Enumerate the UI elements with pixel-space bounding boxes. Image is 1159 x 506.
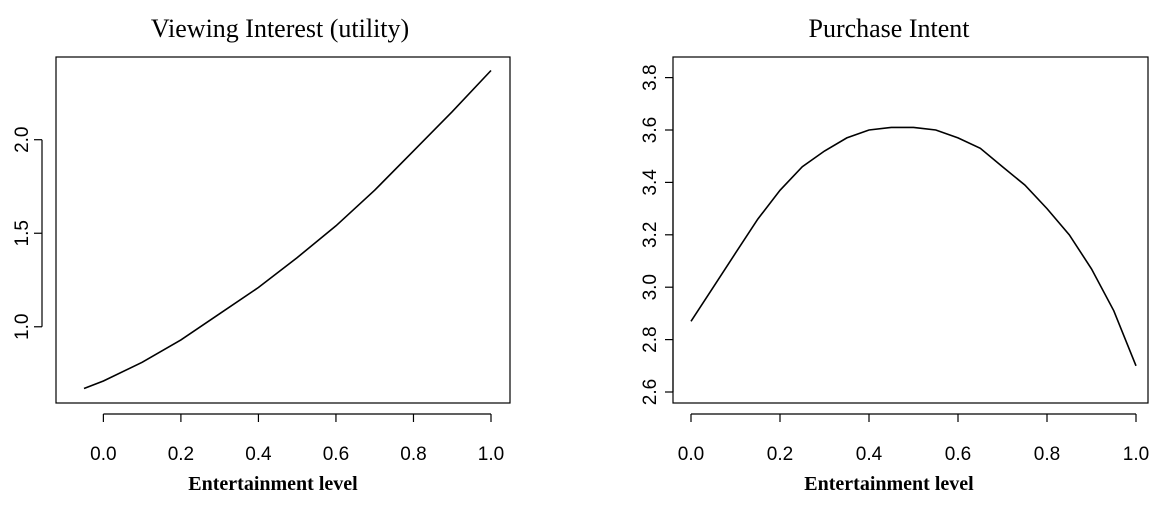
x-tick-label: 0.0 xyxy=(90,444,116,465)
series-line xyxy=(83,69,492,390)
y-tick-label: 3.0 xyxy=(640,274,661,300)
purchase-intent-panel: Purchase Intent Entertainment level 0.0 0… xyxy=(640,14,1149,495)
y-tick-label: 1.0 xyxy=(12,314,33,340)
plot-area-frame xyxy=(672,56,1149,404)
x-tick-label: 1.0 xyxy=(478,444,504,465)
x-tick-label: 0.2 xyxy=(767,444,793,465)
y-tick-label: 1.5 xyxy=(12,220,33,246)
x-tick-label: 0.6 xyxy=(945,444,971,465)
y-tick-label: 3.8 xyxy=(640,64,661,90)
x-axis-label: Entertainment level xyxy=(188,473,358,495)
x-tick-label: 0.4 xyxy=(856,444,883,465)
y-tick-label: 3.6 xyxy=(640,117,661,143)
y-tick-label: 2.6 xyxy=(640,379,661,405)
x-tick-label: 0.6 xyxy=(323,444,349,465)
y-tick-label: 2.8 xyxy=(640,326,661,352)
series-line xyxy=(690,126,1137,367)
x-tick-label: 0.0 xyxy=(678,444,704,465)
x-axis-label: Entertainment level xyxy=(804,473,974,495)
x-tick-label: 1.0 xyxy=(1123,444,1149,465)
x-tick-label: 0.2 xyxy=(168,444,194,465)
y-tick-label: 3.4 xyxy=(640,169,661,196)
plot-area-frame xyxy=(55,56,511,404)
x-tick-label: 0.8 xyxy=(1034,444,1060,465)
x-tick-label: 0.8 xyxy=(400,444,426,465)
chart-title: Viewing Interest (utility) xyxy=(151,14,409,43)
x-tick-label: 0.4 xyxy=(245,444,272,465)
y-tick-label: 2.0 xyxy=(12,127,33,153)
y-tick-label: 3.2 xyxy=(640,222,661,248)
viewing-interest-panel: Viewing Interest (utility) Entertainment… xyxy=(12,14,511,495)
chart-title: Purchase Intent xyxy=(808,14,970,43)
